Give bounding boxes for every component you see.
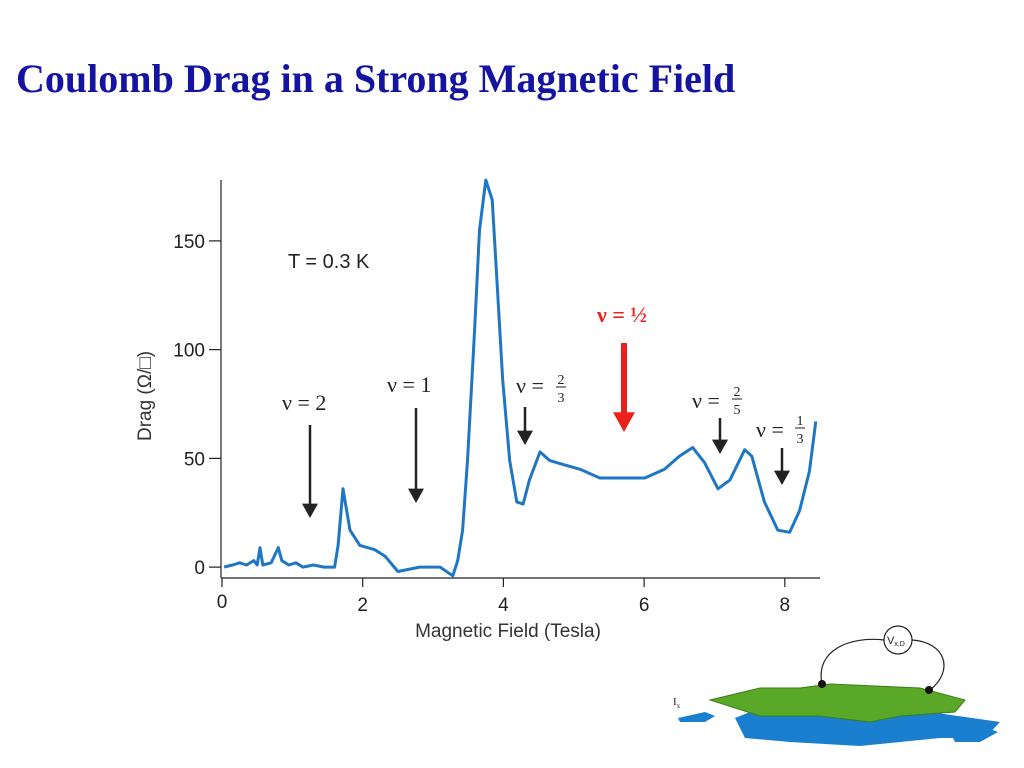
- wire-right: [911, 639, 945, 691]
- annotation: ν =: [692, 388, 720, 413]
- arrow-head: [408, 488, 424, 503]
- annotation: ν =: [756, 417, 784, 442]
- current-subscript: x: [677, 702, 681, 710]
- voltmeter: [883, 625, 913, 655]
- y-tick-label: 0: [194, 558, 205, 579]
- x-axis-label: Magnetic Field (Tesla): [415, 621, 601, 642]
- y-tick-label: 50: [184, 449, 205, 470]
- contact: [925, 686, 933, 694]
- annotation: T = 0.3 K: [288, 251, 370, 273]
- voltage-subscript: x,D: [894, 641, 905, 648]
- arrow-head: [517, 430, 533, 445]
- fraction-denominator: 3: [797, 432, 804, 447]
- fraction-numerator: 1: [797, 414, 804, 429]
- x-tick-label: 0: [217, 592, 228, 613]
- data-line: [223, 178, 818, 578]
- annotation: ν =: [516, 373, 544, 398]
- arrow-head: [774, 470, 790, 485]
- voltmeter-label: Vx,D: [887, 635, 905, 648]
- current-arrow-out: [952, 726, 998, 742]
- current-symbol: I: [673, 696, 677, 708]
- annotation: ν = 2: [282, 390, 326, 415]
- arrow-head: [302, 503, 318, 518]
- voltage-label: V: [887, 635, 895, 647]
- x-tick-label: 6: [639, 595, 650, 616]
- lower-layer: [735, 708, 1000, 746]
- annotation: ν = 1: [387, 372, 431, 397]
- fraction-denominator: 5: [734, 403, 741, 418]
- upper-layer: [708, 683, 966, 723]
- fraction-numerator: 2: [558, 373, 565, 388]
- fraction-numerator: 2: [734, 385, 741, 400]
- y-tick-label: 100: [173, 341, 205, 362]
- current-label: Ix: [673, 696, 681, 710]
- contact: [818, 680, 826, 688]
- arrow-head: [712, 439, 728, 454]
- annotation: ν = ½: [596, 302, 647, 327]
- setup-diagram: Vx,D Ix: [673, 625, 1000, 746]
- fraction-denominator: 3: [558, 391, 565, 406]
- slide-title: Coulomb Drag in a Strong Magnetic Field: [16, 56, 735, 101]
- arrow-head: [613, 412, 635, 432]
- y-tick-label: 150: [173, 232, 205, 253]
- x-tick-label: 8: [780, 595, 791, 616]
- y-axis-label: Drag (Ω/□): [135, 351, 156, 441]
- wire-left: [820, 638, 885, 685]
- current-arrow-in: [678, 712, 715, 722]
- x-tick-label: 4: [498, 595, 509, 616]
- x-tick-label: 2: [357, 595, 368, 616]
